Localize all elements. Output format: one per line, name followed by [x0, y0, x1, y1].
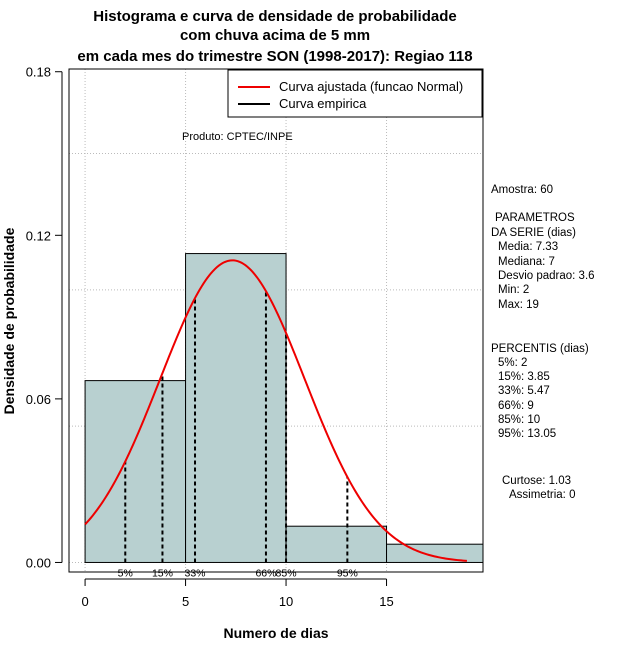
axes: 0 5 10 15 0.00 0.06 0.12 0.18	[26, 65, 394, 609]
stat-max: Max: 19	[498, 299, 539, 311]
percentile-label-1: 15%	[152, 567, 173, 579]
stat-skewness: Assimetria: 0	[509, 489, 575, 501]
pct-95: 95%: 13.05	[498, 428, 556, 440]
stat-sd: Desvio padrao: 3.6	[498, 270, 595, 282]
chart-title-line-2: com chuva acima de 5 mm	[180, 27, 370, 44]
histogram-bar-0	[84, 380, 187, 563]
x-tick-label-1: 5	[182, 594, 189, 609]
sample-size: Amostra: 60	[491, 184, 553, 196]
stat-min: Min: 2	[498, 284, 529, 296]
stat-kurtosis: Curtose: 1.03	[502, 475, 571, 487]
pct-15: 15%: 3.85	[498, 371, 550, 383]
y-tick-label-1: 0.06	[26, 392, 51, 407]
stat-mean: Media: 7.33	[498, 241, 558, 253]
y-axis-label: Densidade de probabilidade	[1, 227, 17, 414]
pct-66: 66%: 9	[498, 400, 534, 412]
pct-85: 85%: 10	[498, 414, 540, 426]
stat-median: Mediana: 7	[498, 256, 555, 268]
percentis-title: PERCENTIS (dias)	[491, 343, 589, 355]
y-tick-label-3: 0.18	[26, 65, 51, 80]
percentile-label-5: 95%	[337, 567, 358, 579]
percentile-label-2: 33%	[185, 567, 206, 579]
y-tick-label-2: 0.12	[26, 228, 51, 243]
percentile-lines: 5% 15% 33% 66% 85% 95%	[118, 291, 358, 579]
legend-label-normal: Curva ajustada (funcao Normal)	[279, 79, 463, 94]
x-tick-label-3: 15	[379, 594, 393, 609]
x-tick-label-2: 10	[279, 594, 293, 609]
histogram-bar-1	[185, 253, 287, 563]
params-title-2: DA SERIE (dias)	[491, 227, 576, 239]
pct-33: 33%: 5.47	[498, 385, 550, 397]
chart-title-line-1: Histograma e curva de densidade de proba…	[93, 8, 456, 25]
product-annotation: Produto: CPTEC/INPE	[182, 131, 293, 143]
chart-title-line-3: em cada mes do trimestre SON (1998-2017)…	[77, 48, 472, 65]
plot-frame	[68, 68, 484, 573]
legend-label-empirical: Curva empirica	[279, 96, 367, 111]
percentile-label-4: 85%	[276, 567, 297, 579]
y-tick-label-0: 0.00	[26, 555, 51, 570]
normal-fit-curve	[84, 259, 467, 562]
x-tick-label-0: 0	[81, 594, 88, 609]
x-axis-label: Numero de dias	[223, 625, 328, 641]
percentile-label-0: 5%	[118, 567, 133, 579]
histogram-bar-3	[386, 543, 484, 563]
statistics-panel: Amostra: 60 PARAMETROS DA SERIE (dias) M…	[491, 184, 595, 501]
percentile-label-3: 66%	[255, 567, 276, 579]
histogram-bars	[84, 253, 484, 563]
legend: Curva ajustada (funcao Normal) Curva emp…	[227, 69, 483, 118]
legend-box	[227, 69, 483, 118]
pct-5: 5%: 2	[498, 357, 527, 369]
histogram-bar-2	[285, 525, 388, 563]
params-title-1: PARAMETROS	[495, 212, 575, 224]
